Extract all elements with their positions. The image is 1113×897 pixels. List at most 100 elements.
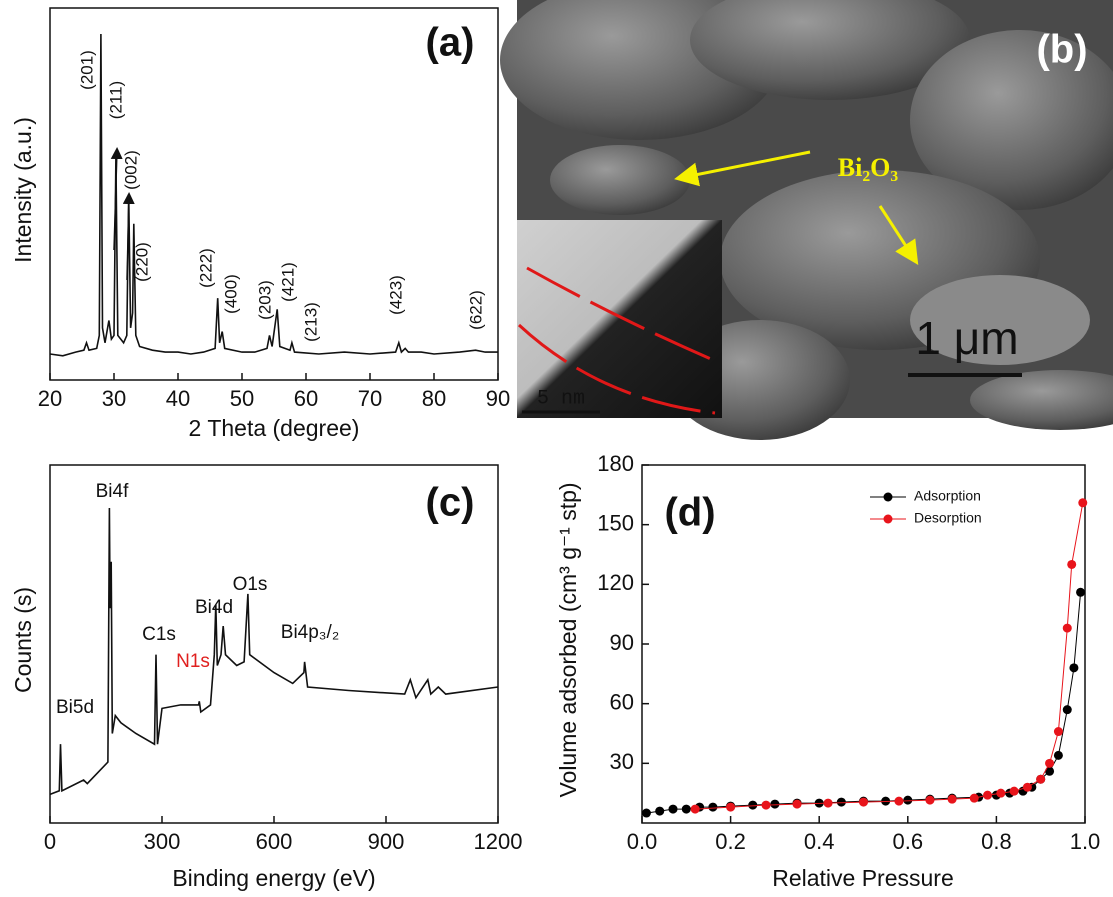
x-tick-label: 1200	[474, 829, 523, 854]
data-point	[1076, 587, 1086, 597]
data-point	[903, 795, 913, 805]
peak-label: (203)	[255, 280, 274, 320]
data-point	[1069, 663, 1079, 673]
x-axis-label: Binding energy (eV)	[172, 865, 375, 891]
data-point	[681, 804, 691, 814]
x-tick-label: 80	[422, 386, 446, 411]
data-point	[748, 800, 758, 810]
data-point	[1062, 623, 1072, 633]
data-point	[836, 797, 846, 807]
data-point	[641, 808, 651, 818]
x-tick-label: 40	[166, 386, 190, 411]
series-line	[695, 502, 1084, 810]
data-point	[894, 796, 904, 806]
x-tick-label: 0.2	[715, 829, 746, 854]
data-line	[49, 507, 499, 796]
y-tick-label: 60	[610, 689, 634, 714]
x-tick-label: 90	[486, 386, 510, 411]
peak-label: (211)	[106, 81, 125, 119]
x-tick-label: 30	[102, 386, 126, 411]
data-point	[1022, 782, 1032, 792]
x-tick-label: 70	[358, 386, 382, 411]
data-point	[1045, 758, 1055, 768]
data-point	[859, 797, 868, 807]
panel-label: (d)	[664, 491, 715, 535]
data-point	[823, 798, 833, 808]
x-axis-label: 2 Theta (degree)	[189, 415, 360, 441]
peak-label: Bi4f	[96, 481, 129, 502]
data-point	[969, 793, 979, 803]
data-point	[726, 802, 736, 812]
data-point	[1053, 727, 1063, 737]
peak-label: Bi4d	[195, 597, 233, 618]
x-tick-label: 50	[230, 386, 254, 411]
data-point	[1036, 774, 1046, 784]
data-point	[690, 804, 700, 814]
x-tick-label: 0.0	[627, 829, 658, 854]
x-axis-label: Relative Pressure	[772, 865, 954, 891]
y-tick-label: 180	[597, 451, 634, 476]
data-point	[1062, 705, 1072, 715]
data-point	[1009, 786, 1019, 796]
data-point	[1045, 766, 1055, 776]
scale-bar-label: 1 μm	[915, 312, 1018, 364]
legend-label: Adsorption	[914, 488, 981, 504]
data-point	[708, 802, 718, 812]
x-tick-label: 300	[144, 829, 181, 854]
x-tick-label: 20	[38, 386, 62, 411]
x-tick-label: 60	[294, 386, 318, 411]
x-tick-label: 0.4	[804, 829, 835, 854]
data-point	[1078, 498, 1088, 508]
y-axis-label: Intensity (a.u.)	[10, 117, 36, 263]
x-tick-label: 0.6	[893, 829, 924, 854]
x-tick-label: 900	[368, 829, 405, 854]
x-tick-label: 0	[44, 829, 56, 854]
data-point	[668, 804, 678, 814]
data-point	[792, 799, 802, 809]
peak-label: (423)	[386, 275, 405, 315]
data-point	[770, 799, 780, 809]
peak-label: C1s	[142, 624, 176, 645]
peak-label: (622)	[466, 290, 485, 330]
annotation: Bi₂O₃	[838, 153, 899, 182]
peak-label: (213)	[301, 302, 320, 342]
data-point	[761, 800, 771, 810]
peak-label: (222)	[196, 248, 215, 288]
inset-scale-label: 5 nm	[537, 387, 585, 410]
peak-label: (400)	[221, 274, 240, 314]
data-point	[983, 790, 993, 800]
y-tick-label: 150	[597, 510, 634, 535]
panel-label: (a)	[426, 21, 475, 65]
peak-label: N1s	[176, 651, 210, 672]
x-tick-label: 0.8	[981, 829, 1012, 854]
panel-label: (c)	[426, 481, 475, 525]
data-point	[1053, 750, 1063, 760]
data-point	[1067, 559, 1077, 569]
y-axis-label: Volume adsorbed (cm³ g⁻¹ stp)	[555, 482, 581, 797]
y-tick-label: 30	[610, 749, 634, 774]
x-tick-label: 600	[256, 829, 293, 854]
peak-label: (220)	[132, 242, 151, 282]
legend-marker	[883, 514, 893, 524]
data-point	[655, 806, 665, 816]
y-tick-label: 90	[610, 630, 634, 655]
data-point	[925, 795, 935, 805]
legend-marker	[883, 492, 893, 502]
peak-label: O1s	[233, 574, 268, 595]
y-axis-label: Counts (s)	[10, 587, 36, 693]
series-line	[646, 592, 1082, 814]
x-tick-label: 1.0	[1070, 829, 1101, 854]
data-line	[49, 33, 498, 357]
peak-label: (201)	[77, 50, 96, 90]
sem-image: (b) Bi₂O₃ 1 μm 5 nm	[500, 0, 1113, 440]
peak-label: (002)	[121, 150, 140, 190]
peak-label: (421)	[278, 262, 297, 302]
peak-label: Bi5d	[56, 697, 94, 718]
panel-label: (b)	[1036, 28, 1087, 72]
plot-frame	[49, 7, 499, 381]
peak-label: Bi4p₃/₂	[281, 622, 339, 643]
y-tick-label: 120	[597, 570, 634, 595]
data-point	[996, 788, 1006, 798]
legend-label: Desorption	[914, 510, 982, 526]
